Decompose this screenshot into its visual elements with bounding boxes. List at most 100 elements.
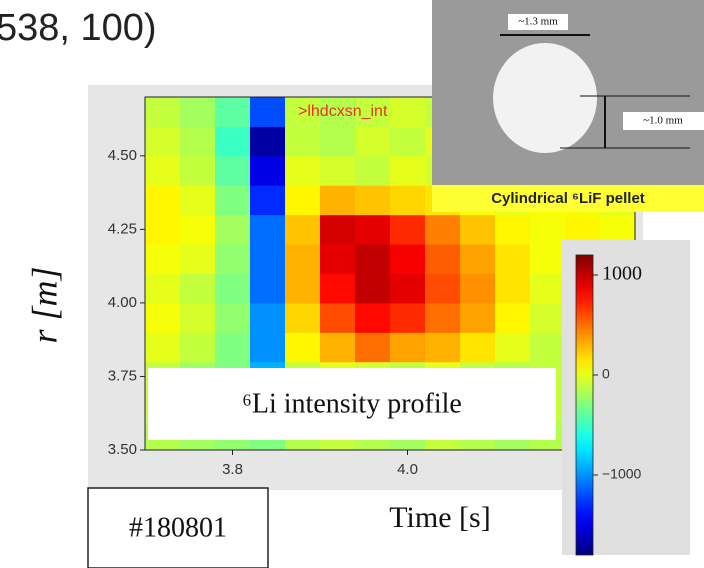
heat-cell — [285, 155, 321, 186]
heat-cell — [530, 244, 566, 274]
heat-cell — [180, 332, 216, 363]
heat-cell — [320, 273, 356, 304]
heat-cell — [250, 126, 286, 157]
heat-cell — [215, 302, 251, 333]
heat-cell — [180, 273, 216, 304]
heat-cell — [495, 214, 531, 245]
heat-cell — [145, 214, 181, 245]
y-tick-label: 4.25 — [108, 220, 137, 237]
dim-label-bg — [623, 112, 704, 130]
heat-cell — [320, 97, 356, 127]
heat-cell — [215, 97, 251, 127]
heat-cell — [180, 97, 216, 127]
heat-cell — [145, 185, 181, 216]
heat-cell — [180, 126, 216, 157]
heat-cell — [390, 126, 426, 157]
diameter-label: ~1.3 mm — [518, 16, 558, 28]
heat-cell — [250, 273, 286, 304]
heat-cell — [355, 273, 391, 304]
heat-cell — [495, 332, 531, 363]
heat-cell — [285, 332, 321, 363]
annotation: >lhdcxsn_int — [298, 103, 388, 120]
colorbar-tick-label: 0 — [602, 366, 610, 382]
heat-cell — [425, 332, 461, 363]
heat-cell — [320, 126, 356, 157]
heat-cell — [355, 214, 391, 245]
pellet — [493, 43, 597, 153]
heat-cell — [320, 302, 356, 333]
heat-cell — [530, 273, 566, 304]
heat-cell — [390, 273, 426, 304]
heat-cell — [285, 185, 321, 216]
heat-cell — [180, 302, 216, 333]
heat-cell — [180, 155, 216, 186]
photo-caption: Cylindrical ⁶LiF pellet — [491, 190, 645, 207]
heat-cell — [530, 332, 566, 363]
heat-cell — [285, 214, 321, 245]
heat-cell — [355, 97, 391, 127]
heat-cell — [320, 185, 356, 216]
heat-cell — [320, 155, 356, 186]
heat-cell — [495, 302, 531, 333]
pellet-photo: ~1.3 mm ~1.0 mm — [432, 0, 704, 185]
heat-cell — [425, 273, 461, 304]
heat-cell — [250, 214, 286, 245]
y-tick-label: 3.50 — [108, 441, 137, 458]
x-tick-label: 3.8 — [222, 461, 243, 478]
colorbar: −1000 0 1000 — [575, 254, 642, 556]
shot-number: #180801 — [129, 512, 227, 543]
heat-cell — [180, 244, 216, 274]
heat-cell — [285, 126, 321, 157]
height-label: ~1.0 mm — [643, 115, 683, 127]
heat-cell — [460, 273, 496, 304]
heat-cell — [425, 244, 461, 274]
heat-cell — [215, 155, 251, 186]
heat-cell — [460, 244, 496, 274]
heat-cell — [250, 302, 286, 333]
heat-cell — [145, 273, 181, 304]
heat-cell — [460, 302, 496, 333]
heat-cell — [390, 97, 426, 127]
heat-cell — [285, 302, 321, 333]
heat-cell — [355, 332, 391, 363]
heat-cell — [355, 185, 391, 216]
heat-cell — [250, 185, 286, 216]
heat-cell — [215, 244, 251, 274]
heat-cell — [390, 332, 426, 363]
x-axis-label: Time [s] — [389, 501, 490, 534]
heat-cell — [145, 155, 181, 186]
shot-box — [87, 487, 269, 568]
dim-label-bg — [508, 14, 568, 30]
y-tick-label: 4.00 — [108, 294, 137, 311]
heat-cell — [145, 302, 181, 333]
heat-cell — [355, 155, 391, 186]
heat-cell — [495, 273, 531, 304]
colorbar-tick-label: 1000 — [602, 263, 642, 285]
heat-cell — [215, 332, 251, 363]
heat-cell — [145, 97, 181, 127]
heat-cell — [180, 214, 216, 245]
heat-cell — [390, 302, 426, 333]
header: 538, 100) — [0, 7, 157, 49]
heat-cell — [250, 332, 286, 363]
heat-cell — [390, 214, 426, 245]
heat-cell — [425, 302, 461, 333]
heat-cell — [460, 332, 496, 363]
heat-cell — [250, 97, 286, 127]
heat-cell — [145, 244, 181, 274]
heat-cell — [565, 214, 601, 245]
heat-cell — [285, 244, 321, 274]
heat-cell — [145, 332, 181, 363]
colorbar-scale — [575, 254, 594, 556]
heat-cell — [285, 273, 321, 304]
x-tick-label: 4.0 — [397, 461, 418, 478]
heat-cell — [250, 155, 286, 186]
colorbar-tick-label: −1000 — [602, 466, 642, 482]
axes: 3.84.04.23.503.754.004.254.50 — [108, 147, 593, 478]
y-tick-label: 3.75 — [108, 367, 137, 384]
heat-cell — [250, 244, 286, 274]
heat-cell — [390, 185, 426, 216]
heat-cell — [320, 244, 356, 274]
heat-cell — [320, 214, 356, 245]
heat-cell — [215, 185, 251, 216]
